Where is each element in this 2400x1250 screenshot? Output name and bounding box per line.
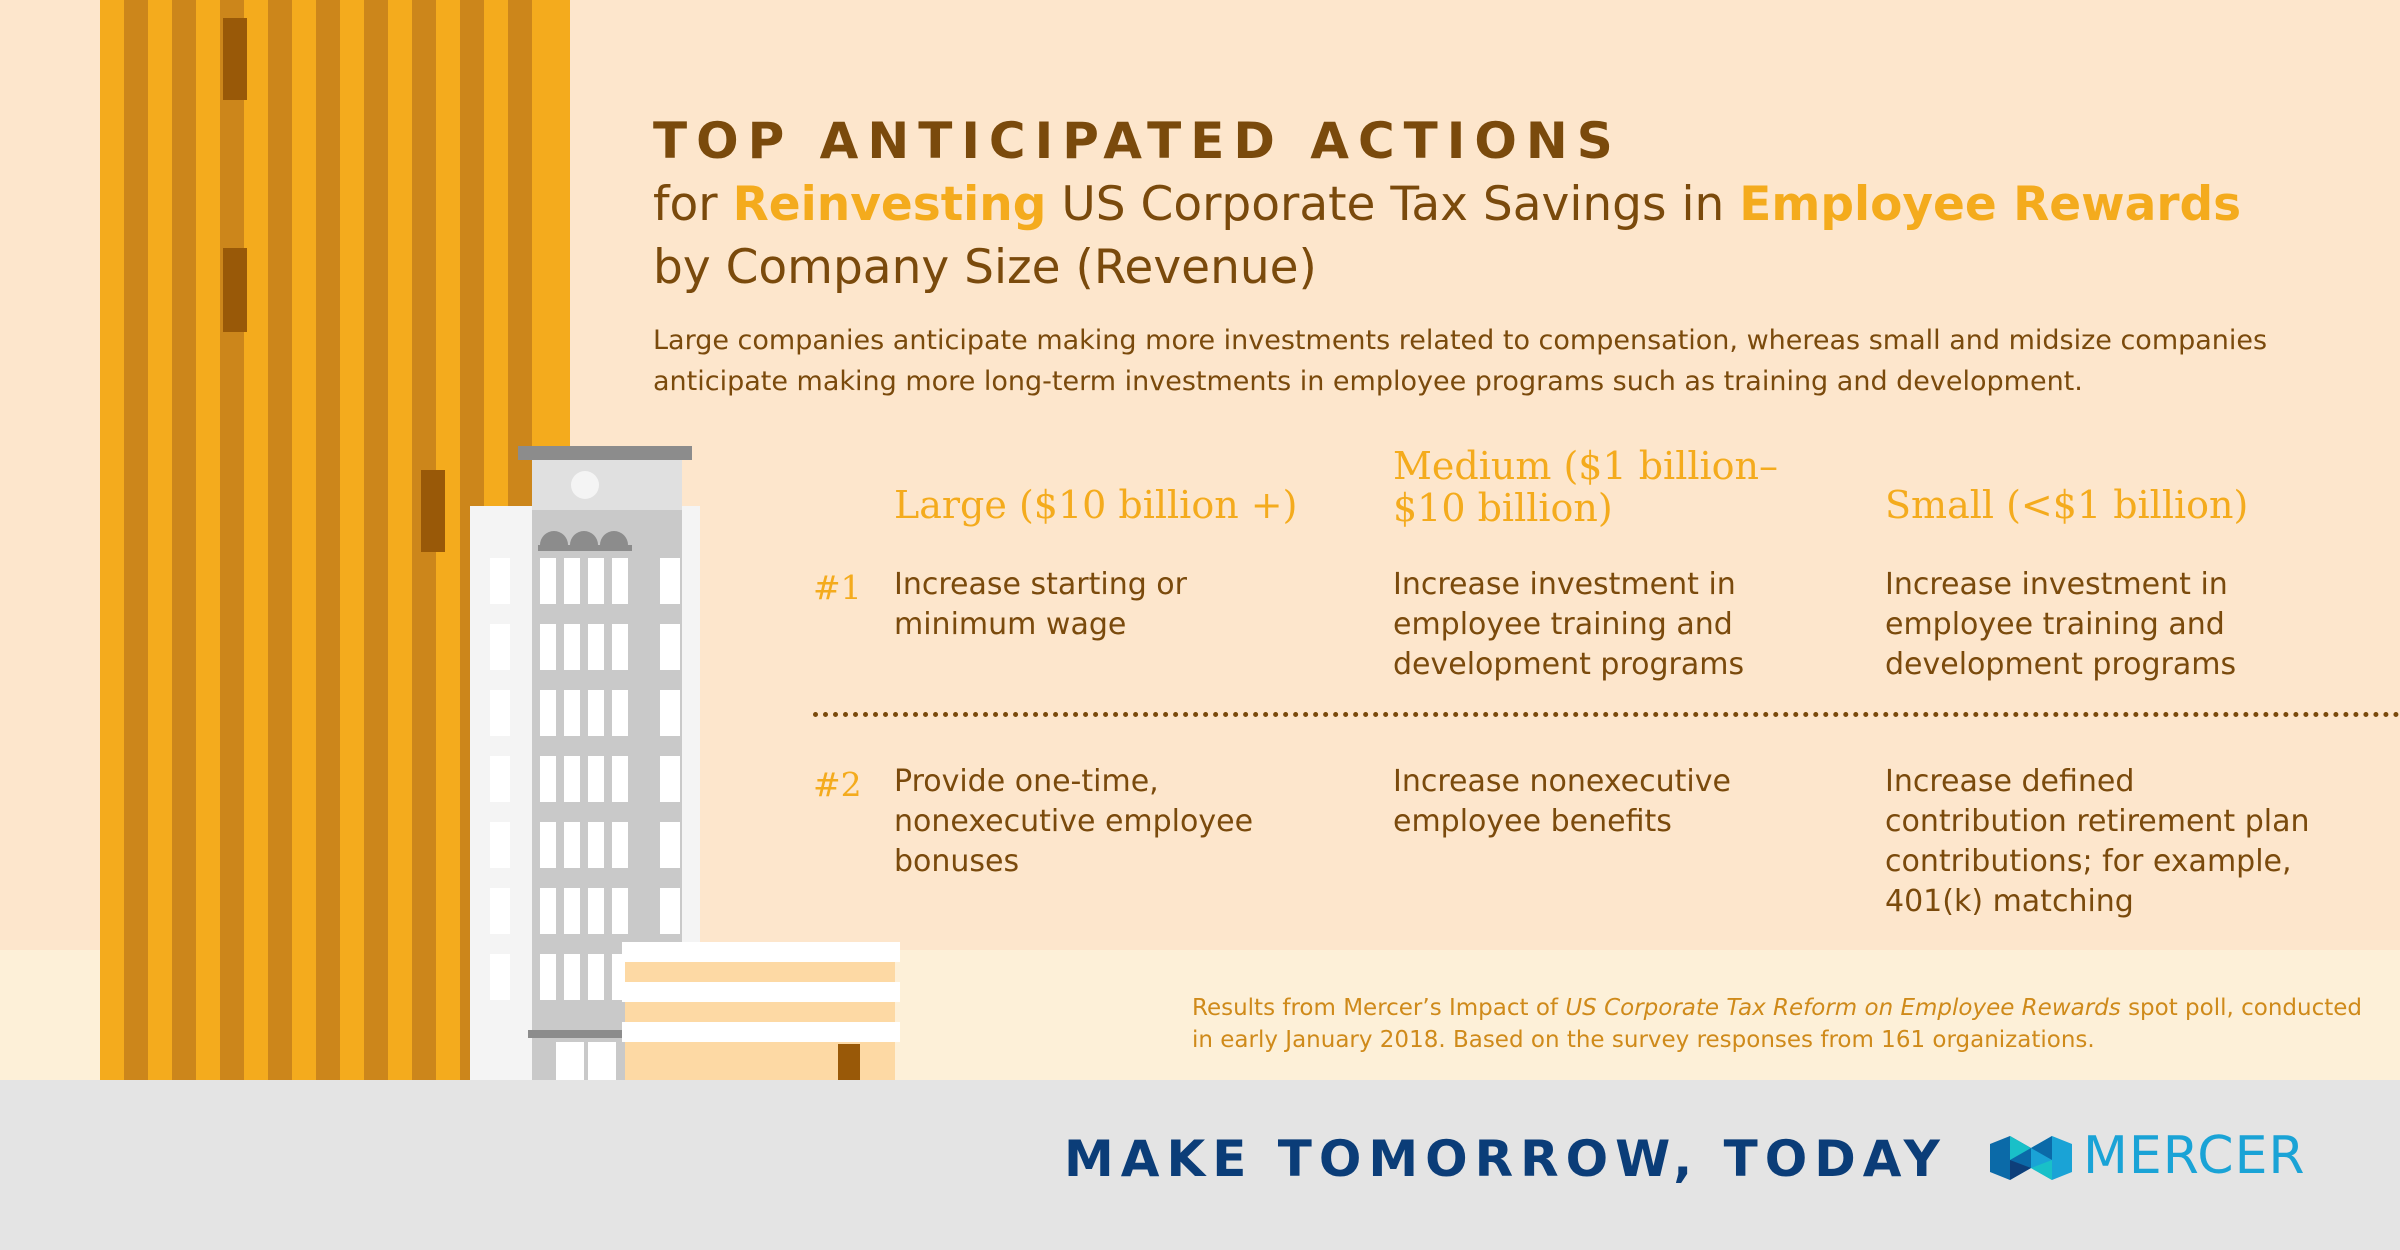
title-line-2: for Reinvesting US Corporate Tax Savings… [653,177,2241,232]
cell-row1-small: Increase investment in employee training… [1885,567,2237,682]
column-header-medium-line2: $10 billion) [1393,486,1613,530]
title-line-2-mid: US Corporate Tax Savings in [1046,177,1740,232]
column-header-small-line1: Small (<$1 billion) [1885,483,2249,527]
source-note-title: US Corporate Tax Reform on Employee Rewa… [1565,995,2121,1021]
title-line-2-pre: for [653,177,733,232]
column-header-medium-line1: Medium ($1 billion– [1393,444,1779,488]
title-kicker: TOP ANTICIPATED ACTIONS [653,112,1622,170]
cell-row1-medium: Increase investment in employee training… [1393,567,1745,682]
intro-text: Large companies anticipate making more i… [653,325,2268,397]
rank-2: #2 [813,765,862,804]
rank-1: #1 [813,568,862,607]
cell-row2-small: Increase defined contribution retirement… [1885,764,2310,919]
cell-row1-large: Increase starting or minimum wage [894,567,1187,642]
source-note-pre: Results from Mercer’s Impact of [1192,995,1566,1021]
buildings-illustration [100,0,900,1082]
source-note: Results from Mercer’s Impact of US Corpo… [1192,992,2382,1056]
column-header-medium: Medium ($1 billion– $10 billion) [1393,445,1778,529]
cell-row2-large: Provide one-time, nonexecutive employee … [894,764,1254,879]
low-annex [622,942,900,1082]
title-line-3: by Company Size (Revenue) [653,240,1317,295]
column-header-small: Small (<$1 billion) [1885,484,2248,526]
column-header-large-line1: Large ($10 billion +) [894,483,1298,527]
title-highlight-reinvesting: Reinvesting [732,177,1047,232]
column-header-large: Large ($10 billion +) [894,484,1297,526]
title-highlight-employee-rewards: Employee Rewards [1739,177,2242,232]
brand-name: MERCER [2083,1126,2306,1186]
source-note-post: spot poll, conducted in early January 20… [1192,995,2363,1053]
row-divider [813,712,2400,717]
cell-row2-medium: Increase nonexecutive employee benefits [1393,764,1731,839]
mercer-logo-icon [1990,1136,2072,1180]
tagline: MAKE TOMORROW, TODAY [1064,1130,1947,1188]
